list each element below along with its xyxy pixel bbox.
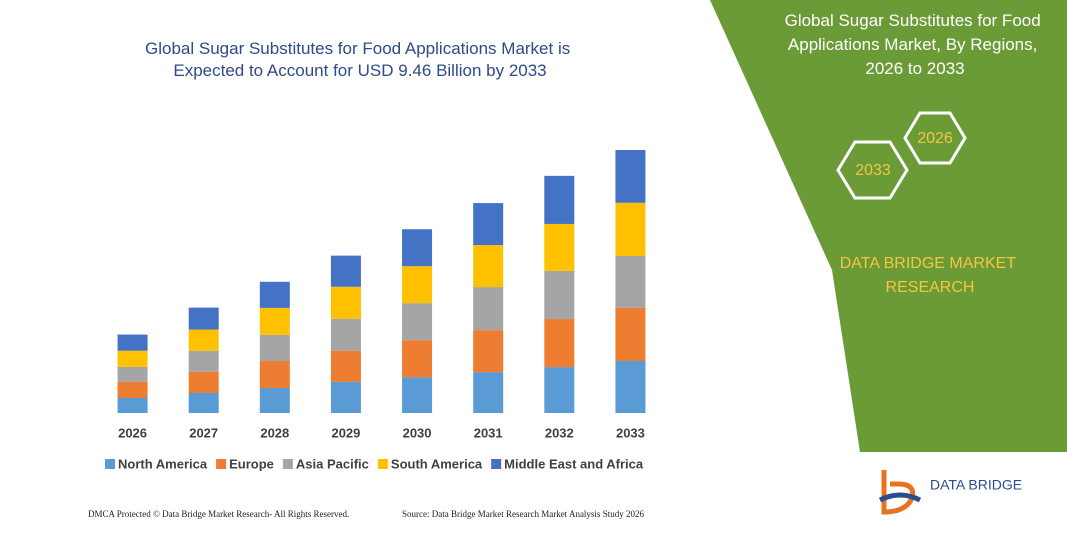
bar-segment <box>544 175 575 224</box>
bar-segment <box>544 319 575 368</box>
bar-segment <box>473 330 504 373</box>
brand-text: DATA BRIDGE MARKET RESEARCH <box>840 255 1020 296</box>
bar-segment <box>615 150 646 203</box>
hexagon-label: 2033 <box>855 162 891 179</box>
x-tick-label: 2026 <box>118 425 147 440</box>
x-tick-label: 2027 <box>189 425 218 440</box>
bar-segment <box>259 307 290 335</box>
x-tick-label: 2033 <box>616 425 645 440</box>
bar-segment <box>615 307 646 362</box>
bar-segment <box>473 287 504 331</box>
legend-label: Europe <box>229 456 274 471</box>
legend-swatch <box>491 459 502 469</box>
panel-title: Global Sugar Substitutes for Food Applic… <box>785 11 1046 78</box>
legend-label: South America <box>391 456 483 471</box>
x-tick-label: 2029 <box>331 425 360 440</box>
bar-segment <box>117 334 148 351</box>
bar-segment <box>330 286 361 319</box>
chart-title: Global Sugar Substitutes for Food Applic… <box>145 39 575 80</box>
bar-segment <box>188 371 219 393</box>
bar-segment <box>259 361 290 388</box>
legend-label: Asia Pacific <box>296 456 369 471</box>
bar-segment <box>402 229 433 267</box>
bar-segment <box>188 329 219 351</box>
legend-swatch <box>105 459 115 469</box>
bar-segment <box>330 318 361 351</box>
bar-segment <box>330 350 361 382</box>
bar-segment <box>330 381 361 413</box>
legend-swatch <box>377 459 388 469</box>
bar-segment <box>615 361 646 413</box>
legend-label: Middle East and Africa <box>504 456 644 471</box>
bar-segment <box>544 367 575 413</box>
bar-segment <box>402 266 433 304</box>
bar-segment <box>615 202 646 256</box>
footer-left: DMCA Protected © Data Bridge Market Rese… <box>88 509 349 519</box>
bar-segment <box>473 245 504 288</box>
hexagon <box>903 111 967 165</box>
logo-text: DATA BRIDGE <box>930 477 1022 493</box>
bar-segment <box>473 203 504 246</box>
bar-segment <box>259 281 290 308</box>
green-panel <box>710 0 1067 452</box>
hexagon-label: 2026 <box>917 130 953 147</box>
logo-icon <box>878 492 922 503</box>
bar-segment <box>402 340 433 378</box>
bar-segment <box>188 350 219 372</box>
hexagon <box>836 140 909 200</box>
bar-segment <box>188 307 219 330</box>
bar-segment <box>259 387 290 413</box>
x-tick-label: 2032 <box>545 425 574 440</box>
bar-segment <box>544 270 575 320</box>
legend-swatch <box>216 459 227 469</box>
footer-right: Source: Data Bridge Market Research Mark… <box>402 509 644 519</box>
bar-segment <box>402 303 433 341</box>
bar-segment <box>544 223 575 271</box>
bar-segment <box>330 255 361 287</box>
bar-segment <box>259 334 290 362</box>
x-tick-label: 2031 <box>474 425 503 440</box>
bar-segment <box>117 366 148 382</box>
bar-segment <box>402 377 433 413</box>
bar-segment <box>188 392 219 413</box>
bar-segment <box>117 350 148 367</box>
bar-segment <box>117 397 148 413</box>
logo-background <box>870 462 1060 522</box>
legend-swatch <box>282 459 293 469</box>
bar-segment <box>117 381 148 398</box>
bar-segment <box>473 372 504 413</box>
legend-label: North America <box>118 456 208 471</box>
x-tick-label: 2028 <box>260 425 289 440</box>
x-tick-label: 2030 <box>403 425 432 440</box>
bar-segment <box>615 255 646 308</box>
